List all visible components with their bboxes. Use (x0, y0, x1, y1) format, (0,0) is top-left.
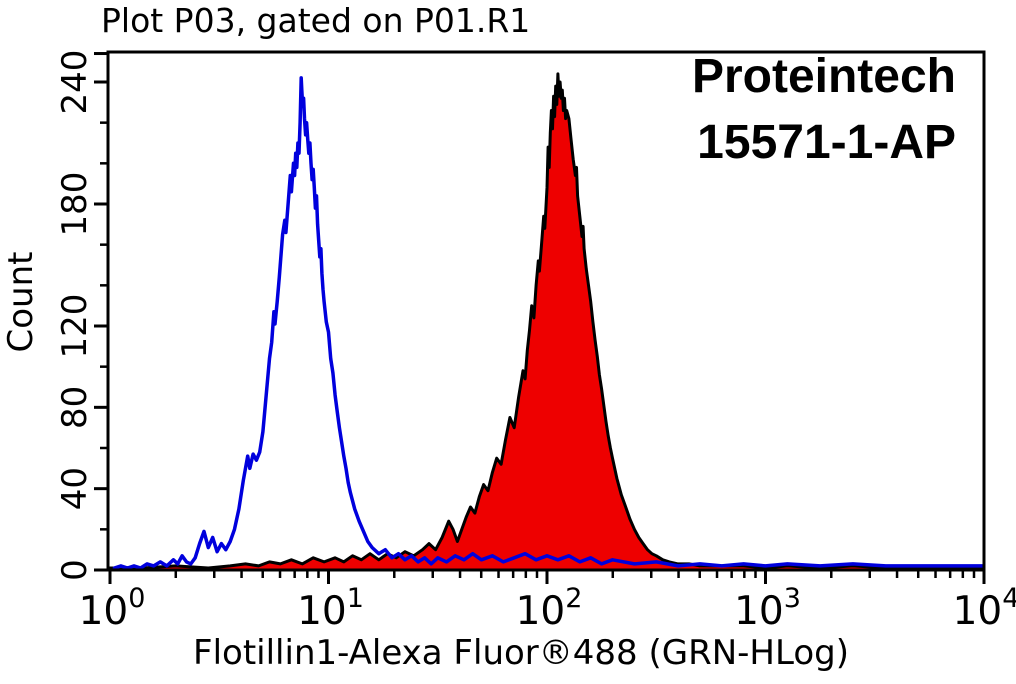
plot-border (106, 50, 986, 572)
plot-title: Plot P03, gated on P01.R1 (101, 1, 531, 40)
annotation-block: Proteintech 15571-1-AP (692, 44, 956, 176)
series-group (109, 72, 983, 571)
x-tick-label: 100 (79, 583, 146, 634)
x-axis-label: Flotillin1-Alexa Fluor®488 (GRN-HLog) (193, 633, 849, 673)
y-tick-label: 180 (55, 172, 95, 237)
y-axis-label: Count (1, 251, 41, 353)
y-tick-label: 240 (55, 50, 95, 115)
y-tick-label: 80 (55, 386, 95, 429)
x-tick-label: 101 (297, 583, 364, 634)
annotation-brand: Proteintech (691, 50, 956, 103)
x-tick-label: 103 (734, 583, 801, 634)
y-tick-label: 0 (55, 559, 95, 581)
y-tick-label: 40 (55, 467, 95, 510)
x-axis-ticks: 100 101 102 103 104 (79, 571, 1016, 634)
y-tick-label: 120 (55, 294, 95, 359)
x-tick-label: 102 (516, 583, 583, 634)
blue-outline-histogram (112, 76, 983, 570)
x-tick-label: 104 (953, 583, 1016, 634)
y-axis-ticks: 0 40 80 120 180 240 (55, 50, 107, 581)
annotation-catalog-number: 15571-1-AP (697, 116, 956, 169)
